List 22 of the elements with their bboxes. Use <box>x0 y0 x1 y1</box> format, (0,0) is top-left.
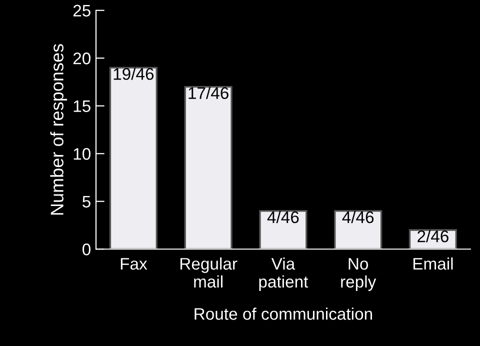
x-tick-label: Via patient <box>259 257 308 291</box>
bar <box>334 210 382 250</box>
data-label: 4/46 <box>342 210 374 224</box>
data-label: 19/46 <box>114 68 154 80</box>
x-tick-label: Regular mail <box>180 257 238 288</box>
y-tick-label: 20 <box>73 52 90 64</box>
data-label: 2/46 <box>418 230 448 242</box>
data-label: 4/46 <box>267 210 299 224</box>
y-axis-title: Number of responses <box>50 44 68 215</box>
y-tick-label: 25 <box>73 4 90 17</box>
data-label: 17/46 <box>188 86 228 100</box>
x-tick-label: No reply <box>341 258 376 291</box>
bar <box>184 86 232 250</box>
bar <box>109 66 158 250</box>
y-tick-label: 10 <box>74 148 90 160</box>
x-axis-title: Route of communication <box>194 308 372 320</box>
y-tick-label: 15 <box>74 100 90 112</box>
y-tick-label: 5 <box>82 196 90 208</box>
bar <box>259 210 308 250</box>
x-tick-label: Fax <box>120 258 148 270</box>
x-tick-label: Email <box>413 257 453 270</box>
y-tick-label: 0 <box>82 244 90 256</box>
